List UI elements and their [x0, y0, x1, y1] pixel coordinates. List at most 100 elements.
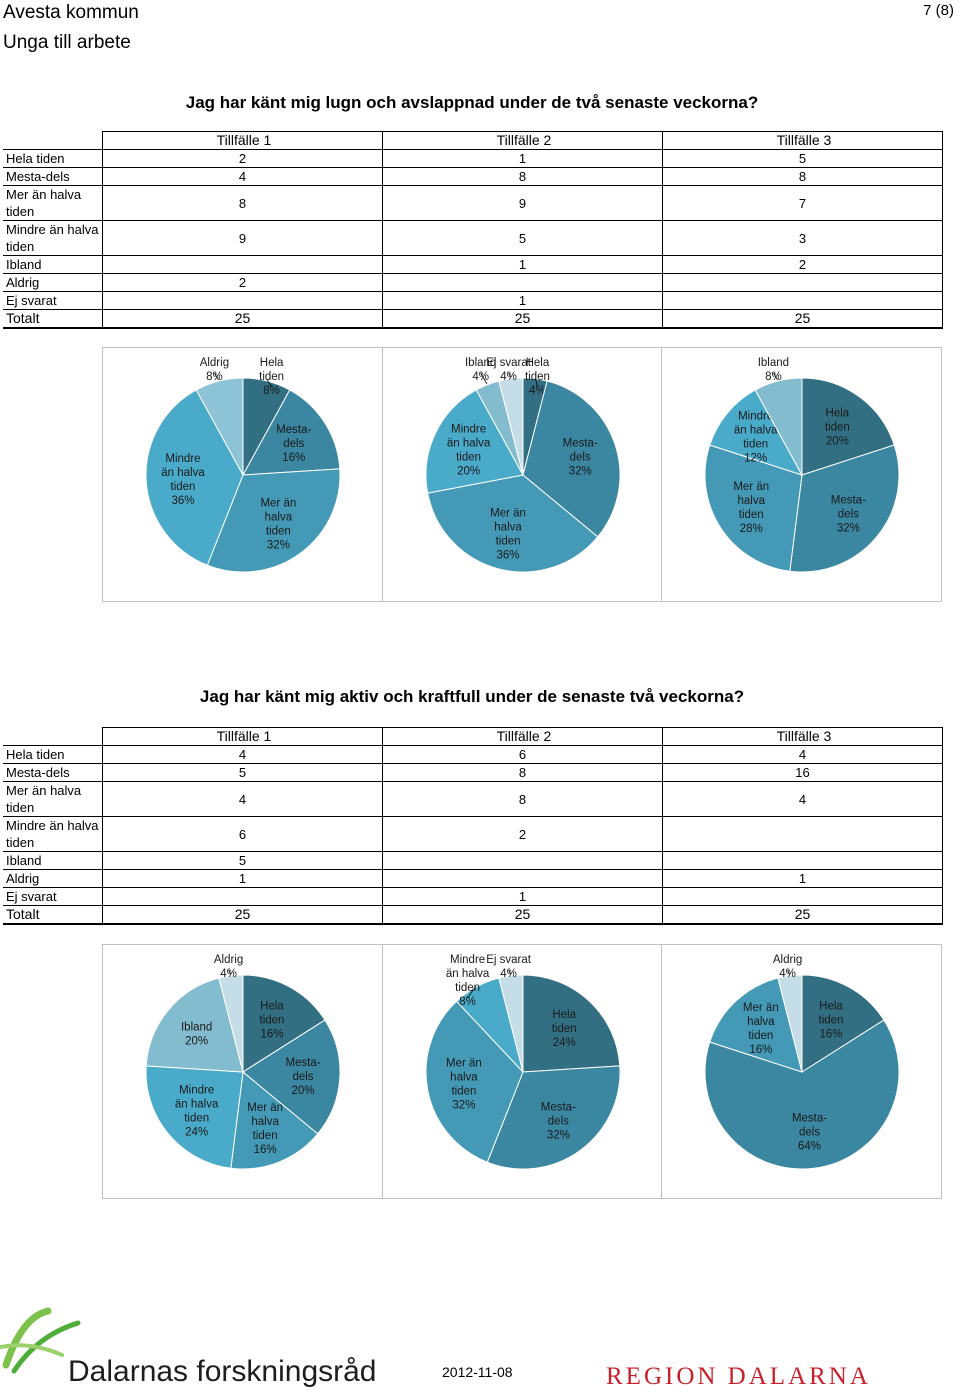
- cell-value: [102, 291, 383, 310]
- table-row: Mer än halva tiden 8 9 7: [3, 185, 943, 221]
- cell-value: 4: [662, 781, 943, 817]
- cell-value: 2: [382, 816, 663, 852]
- slice-label: Mindre än halva tiden 36%: [161, 453, 205, 507]
- slice-label: Ibland 8%: [758, 357, 789, 383]
- cell-value: [662, 851, 943, 870]
- leader-line: [508, 372, 512, 378]
- dalarnas-forskningsrad-logo: Dalarnas forskningsråd: [0, 1305, 390, 1392]
- leader-line: [267, 379, 272, 388]
- cell-value: 16: [662, 763, 943, 782]
- slice-label: Ibland 4%: [465, 357, 496, 383]
- data-table-2: Tillfälle 1 Tillfälle 2 Tillfälle 3 Hela…: [3, 727, 943, 925]
- cell-value: [102, 255, 383, 274]
- table-row: Mindre än halva tiden 9 5 3: [3, 220, 943, 256]
- slice-label: Aldrig 4%: [214, 954, 243, 980]
- slice-label: Ej svarat 4%: [486, 954, 532, 980]
- slice-label: Mer än halva tiden 16%: [247, 1102, 283, 1156]
- table-row: Aldrig 1 1: [3, 869, 943, 888]
- row-label: Aldrig: [3, 273, 103, 292]
- cell-value: 1: [662, 869, 943, 888]
- cell-value: 7: [662, 185, 943, 221]
- table-row: Mindre än halva tiden 6 2: [3, 816, 943, 852]
- pie-chart-q1-t2: Hela tiden 4% Mesta-dels 32% Mer än halva tiden…: [382, 348, 662, 601]
- cell-value: 8: [382, 167, 663, 186]
- slice-label: Hela tiden 8%: [259, 357, 284, 397]
- data-table-1: Tillfälle 1 Tillfälle 2 Tillfälle 3 Hela…: [3, 131, 943, 329]
- pie-slice: [486, 1065, 621, 1170]
- leader-line: [508, 969, 512, 975]
- slice-label: Mesta-dels 20%: [285, 1057, 320, 1097]
- slice-label: Hela tiden 16%: [819, 1000, 844, 1040]
- pie-slice: [195, 377, 244, 476]
- cell-value: 1: [382, 887, 663, 906]
- column-header: Tillfälle 2: [382, 727, 663, 746]
- row-label: Ej svarat: [3, 887, 103, 906]
- row-label: Mer än halva tiden: [3, 781, 103, 817]
- cell-value: 2: [662, 255, 943, 274]
- row-label: Hela tiden: [3, 745, 103, 764]
- pie-slice: [427, 474, 599, 573]
- pie-slice: [704, 444, 803, 572]
- cell-value: 4: [102, 745, 383, 764]
- slice-label: Hela tiden 16%: [260, 1000, 285, 1040]
- logo-text: Dalarnas forskningsråd: [68, 1355, 376, 1387]
- cell-value: [382, 851, 663, 870]
- page-number: 7 (8): [923, 2, 954, 19]
- row-label: Hela tiden: [3, 149, 103, 168]
- pie-slice: [145, 977, 244, 1073]
- leader-line: [773, 372, 778, 381]
- slice-label: Mer än halva tiden 16%: [743, 1002, 779, 1056]
- cell-value: [382, 273, 663, 292]
- cell-value: 5: [102, 851, 383, 870]
- slice-label: Mesta-dels 16%: [276, 424, 311, 464]
- pie-slice: [498, 377, 524, 476]
- pie-slice: [425, 1000, 524, 1163]
- row-label: Mesta-dels: [3, 167, 103, 186]
- pie-slice: [425, 389, 524, 494]
- cell-value: 8: [662, 167, 943, 186]
- cell-value: [662, 291, 943, 310]
- row-label: Ej svarat: [3, 291, 103, 310]
- pie-slice: [522, 380, 621, 538]
- slice-label: Mindre än halva tiden 24%: [175, 1084, 219, 1138]
- cell-value: 1: [102, 869, 383, 888]
- slice-label: Aldrig 8%: [200, 357, 229, 383]
- cell-value: 9: [382, 185, 663, 221]
- cell-value: 8: [102, 185, 383, 221]
- cell-value: [102, 887, 383, 906]
- pie-chart-q2-t3: Hela tiden 16% Mesta-dels 64% Mer än halva tide…: [661, 945, 941, 1198]
- cell-value: 6: [382, 745, 663, 764]
- slice-label: Ibland 20%: [181, 1022, 212, 1048]
- cell-value: 4: [662, 745, 943, 764]
- region-dalarna-logo: REGION DALARNA: [606, 1363, 871, 1390]
- cell-value: 25: [382, 905, 663, 925]
- cell-value: [382, 869, 663, 888]
- table-row: Hela tiden 2 1 5: [3, 149, 943, 168]
- cell-value: 5: [102, 763, 383, 782]
- pie-slice: [709, 977, 803, 1073]
- leader-line: [787, 969, 791, 975]
- pie-slice: [242, 974, 326, 1073]
- table-row: Aldrig 2: [3, 273, 943, 292]
- footer-date: 2012-11-08: [442, 1364, 513, 1380]
- pie-slice: [242, 1019, 341, 1135]
- column-header: Tillfälle 2: [382, 131, 663, 150]
- row-label: Totalt: [3, 905, 103, 925]
- column-header: Tillfälle 3: [662, 727, 943, 746]
- slice-label: Mer än halva tiden 32%: [260, 498, 296, 552]
- cell-value: 25: [662, 905, 943, 925]
- cell-value: 9: [102, 220, 383, 256]
- table-row: Hela tiden 4 6 4: [3, 745, 943, 764]
- cell-value: 25: [102, 309, 383, 329]
- slice-label: Hela tiden 4%: [525, 357, 550, 397]
- row-label: Ibland: [3, 255, 103, 274]
- cell-value: 8: [382, 781, 663, 817]
- pie-slice: [230, 1071, 319, 1170]
- slice-label: Mindre än halva tiden 12%: [734, 411, 778, 465]
- pie-chart-panel-2: Hela tiden 16% Mesta-dels 20% Mer än halva tide…: [102, 944, 942, 1199]
- pie-chart-panel-1: Hela tiden 8% Mesta-dels 16% Mer än halva tiden…: [102, 347, 942, 602]
- row-label: Ibland: [3, 851, 103, 870]
- pie-slice: [218, 974, 244, 1073]
- cell-value: 25: [382, 309, 663, 329]
- pie-slice: [709, 389, 804, 476]
